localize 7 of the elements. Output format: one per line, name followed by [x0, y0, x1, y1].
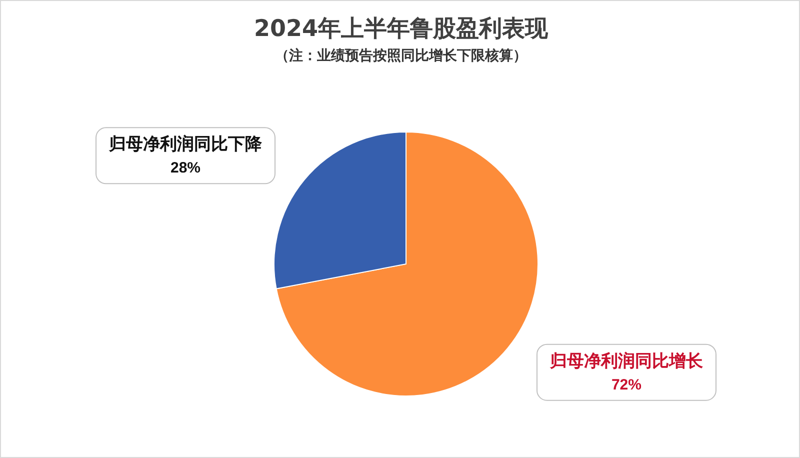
pie-slice [276, 132, 538, 396]
slice-label: 归母净利润同比下降 [108, 134, 264, 155]
chart-title: 2024年上半年鲁股盈利表现 [252, 15, 549, 44]
slice-label: 归母净利润同比增长 [548, 351, 704, 372]
data-label: 72% [611, 376, 642, 394]
data-label: 28% [170, 160, 201, 177]
chart-subtitle: （注：业绩预告按照同比增长下限核算） [274, 47, 528, 65]
